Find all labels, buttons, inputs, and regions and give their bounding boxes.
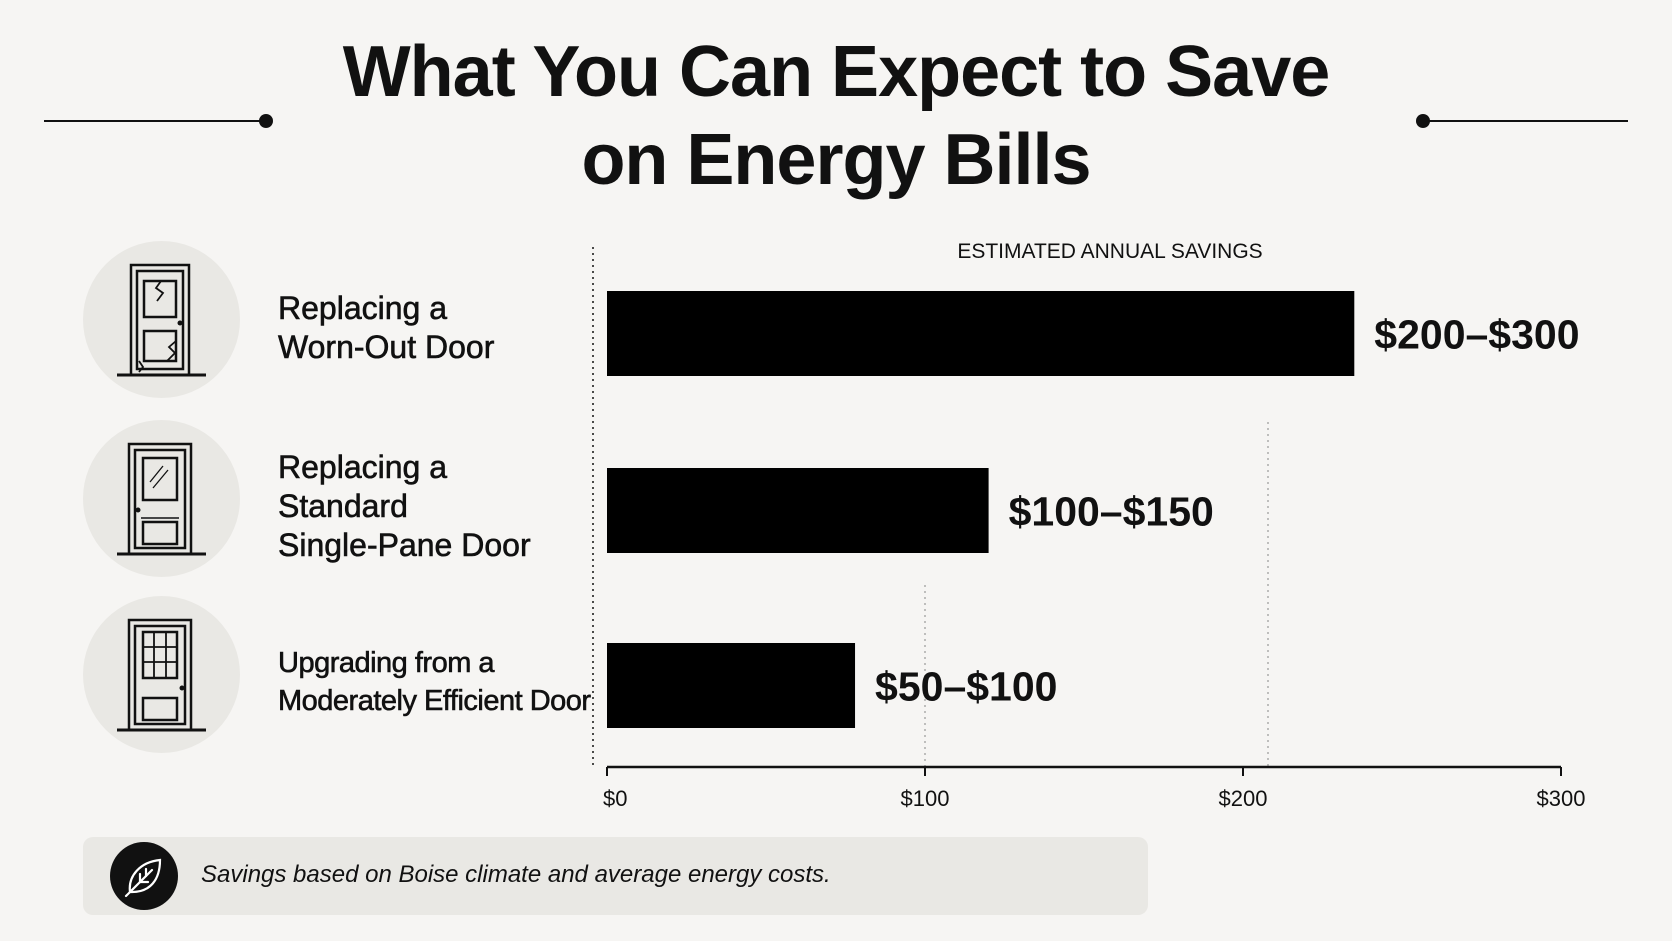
title-decoration-right-dot xyxy=(1416,114,1430,128)
title-decoration-left-line xyxy=(44,120,266,122)
grid-window-door-icon xyxy=(83,596,240,753)
title-decoration-left-dot xyxy=(259,114,273,128)
bar-data-label: $100–$150 xyxy=(1009,489,1214,535)
footer-note-text: Savings based on Boise climate and avera… xyxy=(201,861,831,888)
row-label-worn-out-door: Replacing a Worn-Out Door xyxy=(278,289,495,367)
x-axis-tick-label: $300 xyxy=(1537,786,1586,811)
bar xyxy=(607,468,989,553)
row-3-label-line-2: Moderately Efficient Door xyxy=(278,685,592,718)
title-line-1: What You Can Expect to Save xyxy=(342,32,1331,112)
x-axis-tick-label: $100 xyxy=(901,786,950,811)
row-1-label-line-1: Replacing a xyxy=(278,290,448,327)
chart-title: ESTIMATED ANNUAL SAVINGS xyxy=(957,240,1262,263)
row-label-single-pane-door: Replacing a Standard Single-Pane Door xyxy=(278,448,531,565)
bar xyxy=(607,643,856,728)
page-title: What You Can Expect to Save on Energy Bi… xyxy=(0,28,1672,204)
bar xyxy=(607,291,1355,376)
footer-note: Savings based on Boise climate and avera… xyxy=(83,837,1148,915)
x-axis-tick-label: $0 xyxy=(603,786,627,811)
cracked-door-icon xyxy=(83,241,240,398)
bar-data-label: $50–$100 xyxy=(875,664,1057,710)
title-decoration-right-line xyxy=(1428,120,1628,122)
row-label-moderately-efficient-door: Upgrading from a Moderately Efficient Do… xyxy=(278,644,592,720)
row-2-label-line-3: Single-Pane Door xyxy=(278,527,531,564)
row-1-label-line-2: Worn-Out Door xyxy=(278,329,495,366)
row-3-label-line-1: Upgrading from a xyxy=(278,647,495,680)
row-2-label-line-1: Replacing a xyxy=(278,449,448,486)
bar-data-label: $200–$300 xyxy=(1374,312,1579,358)
single-pane-door-icon xyxy=(83,420,240,577)
row-2-label-line-2: Standard xyxy=(278,488,408,525)
leaf-icon xyxy=(110,842,178,910)
x-axis-tick-label: $200 xyxy=(1219,786,1268,811)
title-line-2: on Energy Bills xyxy=(581,120,1091,200)
